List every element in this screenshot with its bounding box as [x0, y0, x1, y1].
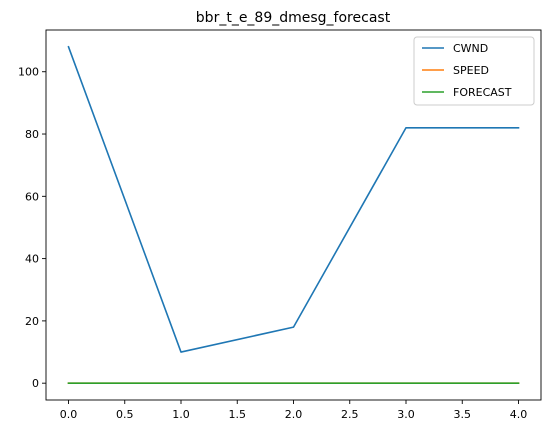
legend-label-speed: SPEED: [453, 64, 489, 77]
legend-label-cwnd: CWND: [453, 42, 488, 55]
x-tick-label: 3.5: [454, 408, 472, 421]
x-tick-label: 3.0: [397, 408, 415, 421]
chart-title: bbr_t_e_89_dmesg_forecast: [196, 10, 391, 26]
x-tick-label: 1.0: [172, 408, 190, 421]
x-tick-label: 4.0: [510, 408, 528, 421]
y-tick-label: 20: [25, 315, 39, 328]
y-tick-label: 80: [25, 128, 39, 141]
series-line-cwnd: [67, 45, 520, 353]
x-tick-label: 0.0: [60, 408, 78, 421]
x-tick-label: 2.0: [285, 408, 303, 421]
y-tick-label: 0: [32, 377, 39, 390]
y-axis: 0 20 40 60 80 100: [18, 66, 46, 390]
y-tick-label: 60: [25, 190, 39, 203]
legend-box: [413, 36, 535, 106]
x-tick-label: 0.5: [116, 408, 134, 421]
legend-label-forecast: FORECAST: [453, 86, 512, 99]
x-tick-label: 1.5: [229, 408, 247, 421]
x-tick-label: 2.5: [341, 408, 359, 421]
legend: CWND SPEED FORECAST: [413, 36, 535, 106]
series-layer: [67, 45, 520, 384]
x-axis: 0.0 0.5 1.0 1.5 2.0 2.5 3.0 3.5 4.0: [60, 400, 528, 421]
y-tick-label: 100: [18, 66, 39, 79]
y-tick-label: 40: [25, 253, 39, 266]
